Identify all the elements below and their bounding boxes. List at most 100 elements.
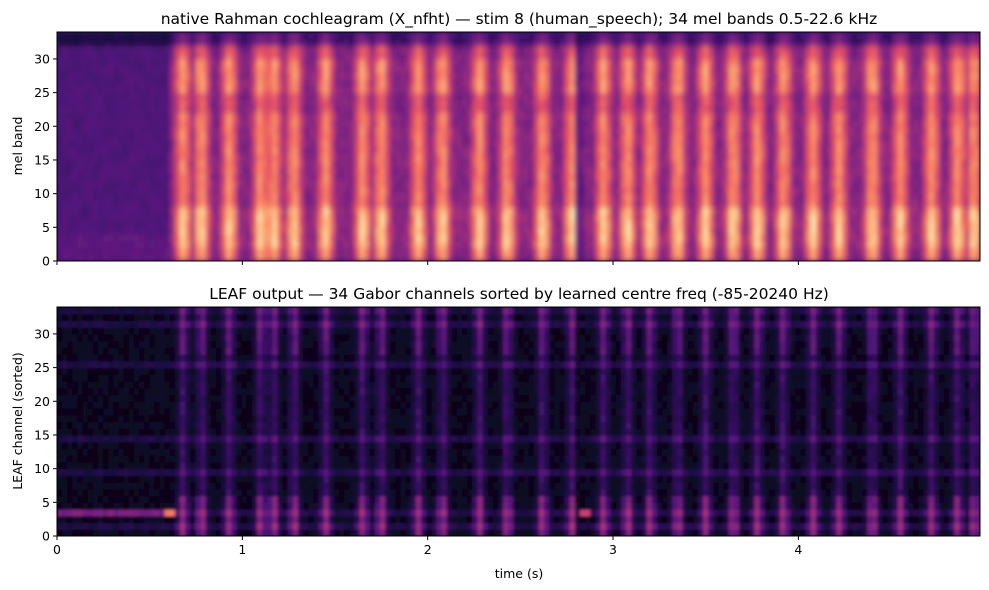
heatmap-cell <box>174 106 181 114</box>
heatmap-cell <box>267 180 273 188</box>
heatmap-cell <box>718 85 725 94</box>
heatmap-cell <box>590 166 597 175</box>
heatmap-cell <box>631 173 638 181</box>
heatmap-cell <box>503 52 509 60</box>
heatmap-cell <box>159 38 166 47</box>
heatmap-cell <box>272 213 279 222</box>
heatmap-cell <box>328 85 335 94</box>
heatmap-cell <box>262 220 268 228</box>
heatmap-cell <box>426 38 432 47</box>
heatmap-cell <box>174 227 181 235</box>
heatmap-cell <box>133 213 140 222</box>
heatmap-cell <box>359 247 366 255</box>
heatmap-cell <box>718 200 725 208</box>
heatmap-cell <box>292 227 299 235</box>
heatmap-cell <box>77 186 84 195</box>
heatmap-cell <box>785 254 791 261</box>
heatmap-cell <box>785 234 791 242</box>
heatmap-cell <box>738 213 745 222</box>
heatmap-cell <box>800 106 807 114</box>
heatmap-cell <box>626 85 632 94</box>
heatmap-cell <box>708 32 714 40</box>
heatmap-cell <box>344 52 350 60</box>
heatmap-cell <box>672 207 679 215</box>
heatmap-cell <box>210 126 217 134</box>
heatmap-cell <box>123 193 130 201</box>
heatmap-cell <box>539 193 545 201</box>
heatmap-cell <box>790 72 796 80</box>
heatmap-cell <box>354 139 361 148</box>
heatmap-cell <box>113 240 120 249</box>
heatmap-cell <box>569 119 576 127</box>
heatmap-cell <box>605 207 612 215</box>
heatmap-cell <box>205 112 212 121</box>
heatmap-cell <box>200 227 207 235</box>
heatmap-cell <box>554 220 561 228</box>
heatmap-cell <box>646 133 653 141</box>
heatmap-cell <box>513 200 520 208</box>
heatmap-cell <box>774 234 781 242</box>
heatmap-cell <box>467 200 473 208</box>
heatmap-cell <box>764 112 771 121</box>
heatmap-cell <box>446 247 453 255</box>
heatmap-cell <box>308 85 314 94</box>
heatmap-cell <box>621 207 627 215</box>
heatmap-cell <box>328 180 335 188</box>
heatmap-cell <box>67 92 73 100</box>
heatmap-cell <box>298 119 304 127</box>
heatmap-cell <box>318 146 325 154</box>
heatmap-cell <box>426 200 432 208</box>
heatmap-cell <box>333 65 340 74</box>
heatmap-cell <box>656 254 663 261</box>
heatmap-cell <box>359 119 366 127</box>
heatmap-cell <box>656 207 663 215</box>
heatmap-cell <box>580 159 586 168</box>
heatmap-cell <box>641 126 648 134</box>
heatmap-cell <box>185 146 191 154</box>
heatmap-cell <box>405 220 412 228</box>
heatmap-cell <box>574 220 581 228</box>
heatmap-cell <box>92 85 99 94</box>
heatmap-cell <box>308 58 314 67</box>
heatmap-cell <box>215 180 222 188</box>
heatmap-cell <box>774 99 781 107</box>
heatmap-cell <box>154 220 161 228</box>
heatmap-cell <box>554 119 561 127</box>
heatmap-cell <box>400 240 407 249</box>
heatmap-cell <box>636 52 643 60</box>
heatmap-cell <box>713 227 720 235</box>
heatmap-cell <box>482 92 489 100</box>
heatmap-cell <box>615 79 622 87</box>
heatmap-cell <box>246 65 253 74</box>
heatmap-cell <box>421 92 427 100</box>
heatmap-cell <box>641 139 648 148</box>
heatmap-cell <box>708 180 714 188</box>
heatmap-cell <box>349 133 356 141</box>
heatmap-cell <box>508 213 514 222</box>
heatmap-cell <box>508 247 514 255</box>
heatmap-cell <box>241 166 248 175</box>
heatmap-cell <box>518 207 525 215</box>
heatmap-cell <box>415 65 422 74</box>
heatmap-cell <box>462 186 468 195</box>
heatmap-cell <box>472 254 479 261</box>
heatmap-cell <box>621 106 627 114</box>
heatmap-cell <box>728 234 735 242</box>
heatmap-cell <box>385 112 391 121</box>
heatmap-cell <box>554 112 561 121</box>
heatmap-cell <box>180 32 186 40</box>
heatmap-cell <box>364 106 371 114</box>
heatmap-cell <box>497 79 504 87</box>
heatmap-cell <box>103 112 109 121</box>
heatmap-cell <box>662 254 668 261</box>
heatmap-cell <box>559 52 566 60</box>
heatmap-cell <box>723 193 730 201</box>
heatmap-cell <box>133 247 140 255</box>
heatmap-cell <box>149 227 156 235</box>
heatmap-cell <box>677 32 684 40</box>
heatmap-cell <box>749 126 755 134</box>
heatmap-cell <box>236 200 243 208</box>
heatmap-cell <box>723 92 730 100</box>
heatmap-cell <box>92 52 99 60</box>
heatmap-cell <box>354 32 361 40</box>
